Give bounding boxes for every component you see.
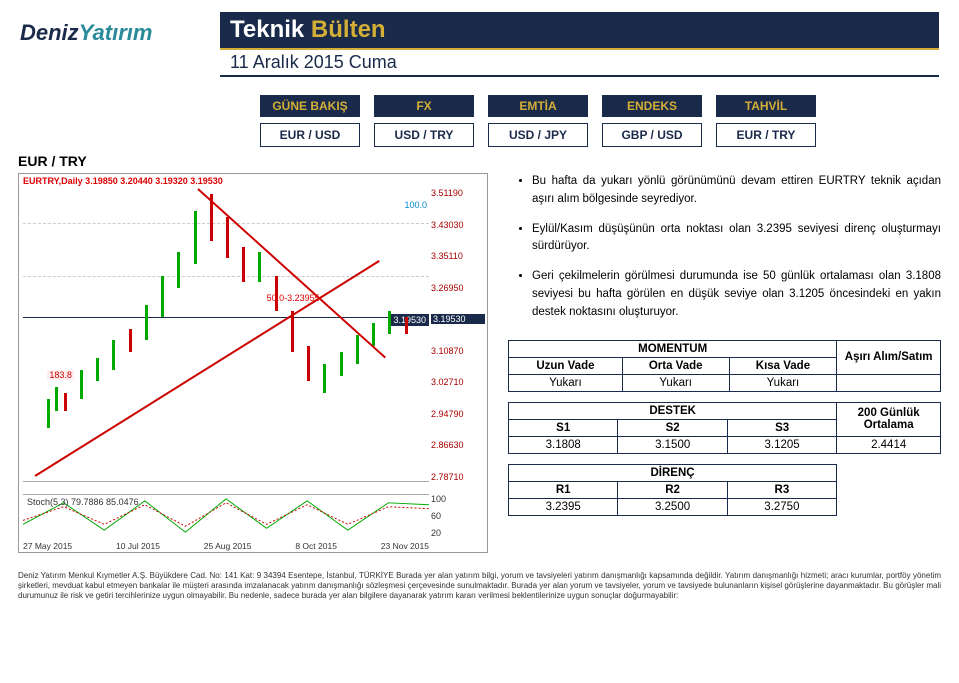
- destek-val: 3.1500: [618, 436, 727, 453]
- momentum-val: Yukarı: [509, 374, 623, 391]
- ma100-label: 100.0: [404, 200, 427, 210]
- direnc-col: R3: [727, 481, 836, 498]
- ylabel: 2.86630: [431, 440, 485, 450]
- xlabel: 8 Oct 2015: [295, 541, 337, 551]
- tab-usdtry[interactable]: USD / TRY: [374, 123, 474, 147]
- direnc-col: R2: [618, 481, 727, 498]
- chart-yaxis: 3.51190 3.43030 3.35110 3.26950 3.19530 …: [431, 188, 485, 482]
- momentum-col: Orta Vade: [622, 357, 729, 374]
- header: DenizYatırım Teknik Bülten 11 Aralık 201…: [0, 0, 959, 77]
- tab-usdjpy[interactable]: USD / JPY: [488, 123, 588, 147]
- section-label: EUR / TRY: [18, 153, 959, 169]
- ma50-label: 50.0-3.23955: [267, 293, 320, 303]
- bullet: Bu hafta da yukarı yönlü görünümünü deva…: [532, 173, 941, 209]
- main: EURTRY,Daily 3.19850 3.20440 3.19320 3.1…: [0, 173, 959, 553]
- chart-xaxis: 27 May 2015 10 Jul 2015 25 Aug 2015 8 Oc…: [23, 541, 429, 551]
- destek-val: 3.1808: [509, 436, 618, 453]
- momentum-val: Yukarı: [622, 374, 729, 391]
- stoch-label: Stoch(5,3) 79.7886 85.0476: [27, 497, 139, 507]
- logo: DenizYatırım: [20, 12, 220, 46]
- logo-part1: Deniz: [20, 20, 79, 45]
- bullet: Eylül/Kasım düşüşünün orta noktası olan …: [532, 221, 941, 257]
- price-current: 3.19530: [390, 314, 429, 326]
- title-part1: Teknik: [230, 16, 311, 43]
- low-label: 183.8: [47, 370, 74, 380]
- stoch-area: Stoch(5,3) 79.7886 85.0476: [23, 494, 429, 538]
- tab-fx[interactable]: FX: [374, 95, 474, 117]
- momentum-extra-val: [837, 374, 941, 391]
- ylabel: 3.43030: [431, 220, 485, 230]
- title-bar: Teknik Bülten: [220, 12, 939, 50]
- momentum-title: MOMENTUM: [509, 340, 837, 357]
- trend-line-1: [35, 260, 380, 477]
- tab-endeks[interactable]: ENDEKS: [602, 95, 702, 117]
- ylabel: 3.26950: [431, 283, 485, 293]
- direnc-val: 3.2750: [727, 498, 836, 515]
- tab-emtia[interactable]: EMTİA: [488, 95, 588, 117]
- bullet: Geri çekilmelerin görülmesi durumunda is…: [532, 268, 941, 321]
- direnc-val: 3.2500: [618, 498, 727, 515]
- ylabel: 2.94790: [431, 409, 485, 419]
- xlabel: 27 May 2015: [23, 541, 72, 551]
- destek-col: S3: [727, 419, 836, 436]
- ylabel: 3.51190: [431, 188, 485, 198]
- tab-tahvil[interactable]: TAHVİL: [716, 95, 816, 117]
- momentum-val: Yukarı: [729, 374, 837, 391]
- destek-extra-hdr: 200 Günlük Ortalama: [837, 402, 941, 436]
- tab-gbpusd[interactable]: GBP / USD: [602, 123, 702, 147]
- mini-tables: MOMENTUM Aşırı Alım/Satım Uzun Vade Orta…: [508, 340, 941, 516]
- tabs-secondary-row: EUR / USD USD / TRY USD / JPY GBP / USD …: [260, 123, 959, 147]
- stoch-y: 60: [431, 511, 485, 521]
- text-column: Bu hafta da yukarı yönlü görünümünü deva…: [508, 173, 941, 553]
- destek-col: S2: [618, 419, 727, 436]
- ylabel: 2.78710: [431, 472, 485, 482]
- direnc-col: R1: [509, 481, 618, 498]
- direnc-table: DİRENÇ R1 R2 R3 3.2395 3.2500 3.2750: [508, 464, 837, 516]
- bullets: Bu hafta da yukarı yönlü görünümünü deva…: [508, 173, 941, 322]
- destek-table: DESTEK 200 Günlük Ortalama S1 S2 S3 3.18…: [508, 402, 941, 454]
- destek-col: S1: [509, 419, 618, 436]
- stoch-yaxis: 100 60 20: [431, 494, 485, 538]
- chart-area: 3.19530: [23, 188, 429, 482]
- momentum-table: MOMENTUM Aşırı Alım/Satım Uzun Vade Orta…: [508, 340, 941, 392]
- chart-header: EURTRY,Daily 3.19850 3.20440 3.19320 3.1…: [23, 176, 223, 186]
- footer: Deniz Yatırım Menkul Kıymetler A.Ş. Büyü…: [0, 561, 959, 611]
- momentum-col: Uzun Vade: [509, 357, 623, 374]
- tab-gune-bakis[interactable]: GÜNE BAKIŞ: [260, 95, 360, 117]
- destek-val: 3.1205: [727, 436, 836, 453]
- ylabel: 3.10870: [431, 346, 485, 356]
- momentum-col: Kısa Vade: [729, 357, 837, 374]
- tab-eurusd[interactable]: EUR / USD: [260, 123, 360, 147]
- tabs: GÜNE BAKIŞ FX EMTİA ENDEKS TAHVİL EUR / …: [260, 95, 959, 147]
- destek-title: DESTEK: [509, 402, 837, 419]
- ylabel: 3.35110: [431, 251, 485, 261]
- logo-part2: Yatırım: [79, 20, 153, 45]
- chart-box: EURTRY,Daily 3.19850 3.20440 3.19320 3.1…: [18, 173, 488, 553]
- ylabel: 3.19530: [431, 314, 485, 324]
- xlabel: 25 Aug 2015: [204, 541, 252, 551]
- subtitle: 11 Aralık 2015 Cuma: [220, 50, 939, 77]
- direnc-title: DİRENÇ: [509, 464, 837, 481]
- destek-extra-val: 2.4414: [837, 436, 941, 453]
- ylabel: 3.02710: [431, 377, 485, 387]
- stoch-y: 100: [431, 494, 485, 504]
- chart-column: EURTRY,Daily 3.19850 3.20440 3.19320 3.1…: [18, 173, 488, 553]
- direnc-val: 3.2395: [509, 498, 618, 515]
- xlabel: 23 Nov 2015: [381, 541, 429, 551]
- title-part2: Bülten: [311, 16, 386, 43]
- momentum-extra-hdr: Aşırı Alım/Satım: [837, 340, 941, 374]
- tabs-primary-row: GÜNE BAKIŞ FX EMTİA ENDEKS TAHVİL: [260, 95, 959, 117]
- tab-eurtry[interactable]: EUR / TRY: [716, 123, 816, 147]
- xlabel: 10 Jul 2015: [116, 541, 160, 551]
- title-block: Teknik Bülten 11 Aralık 2015 Cuma: [220, 12, 939, 77]
- stoch-y: 20: [431, 528, 485, 538]
